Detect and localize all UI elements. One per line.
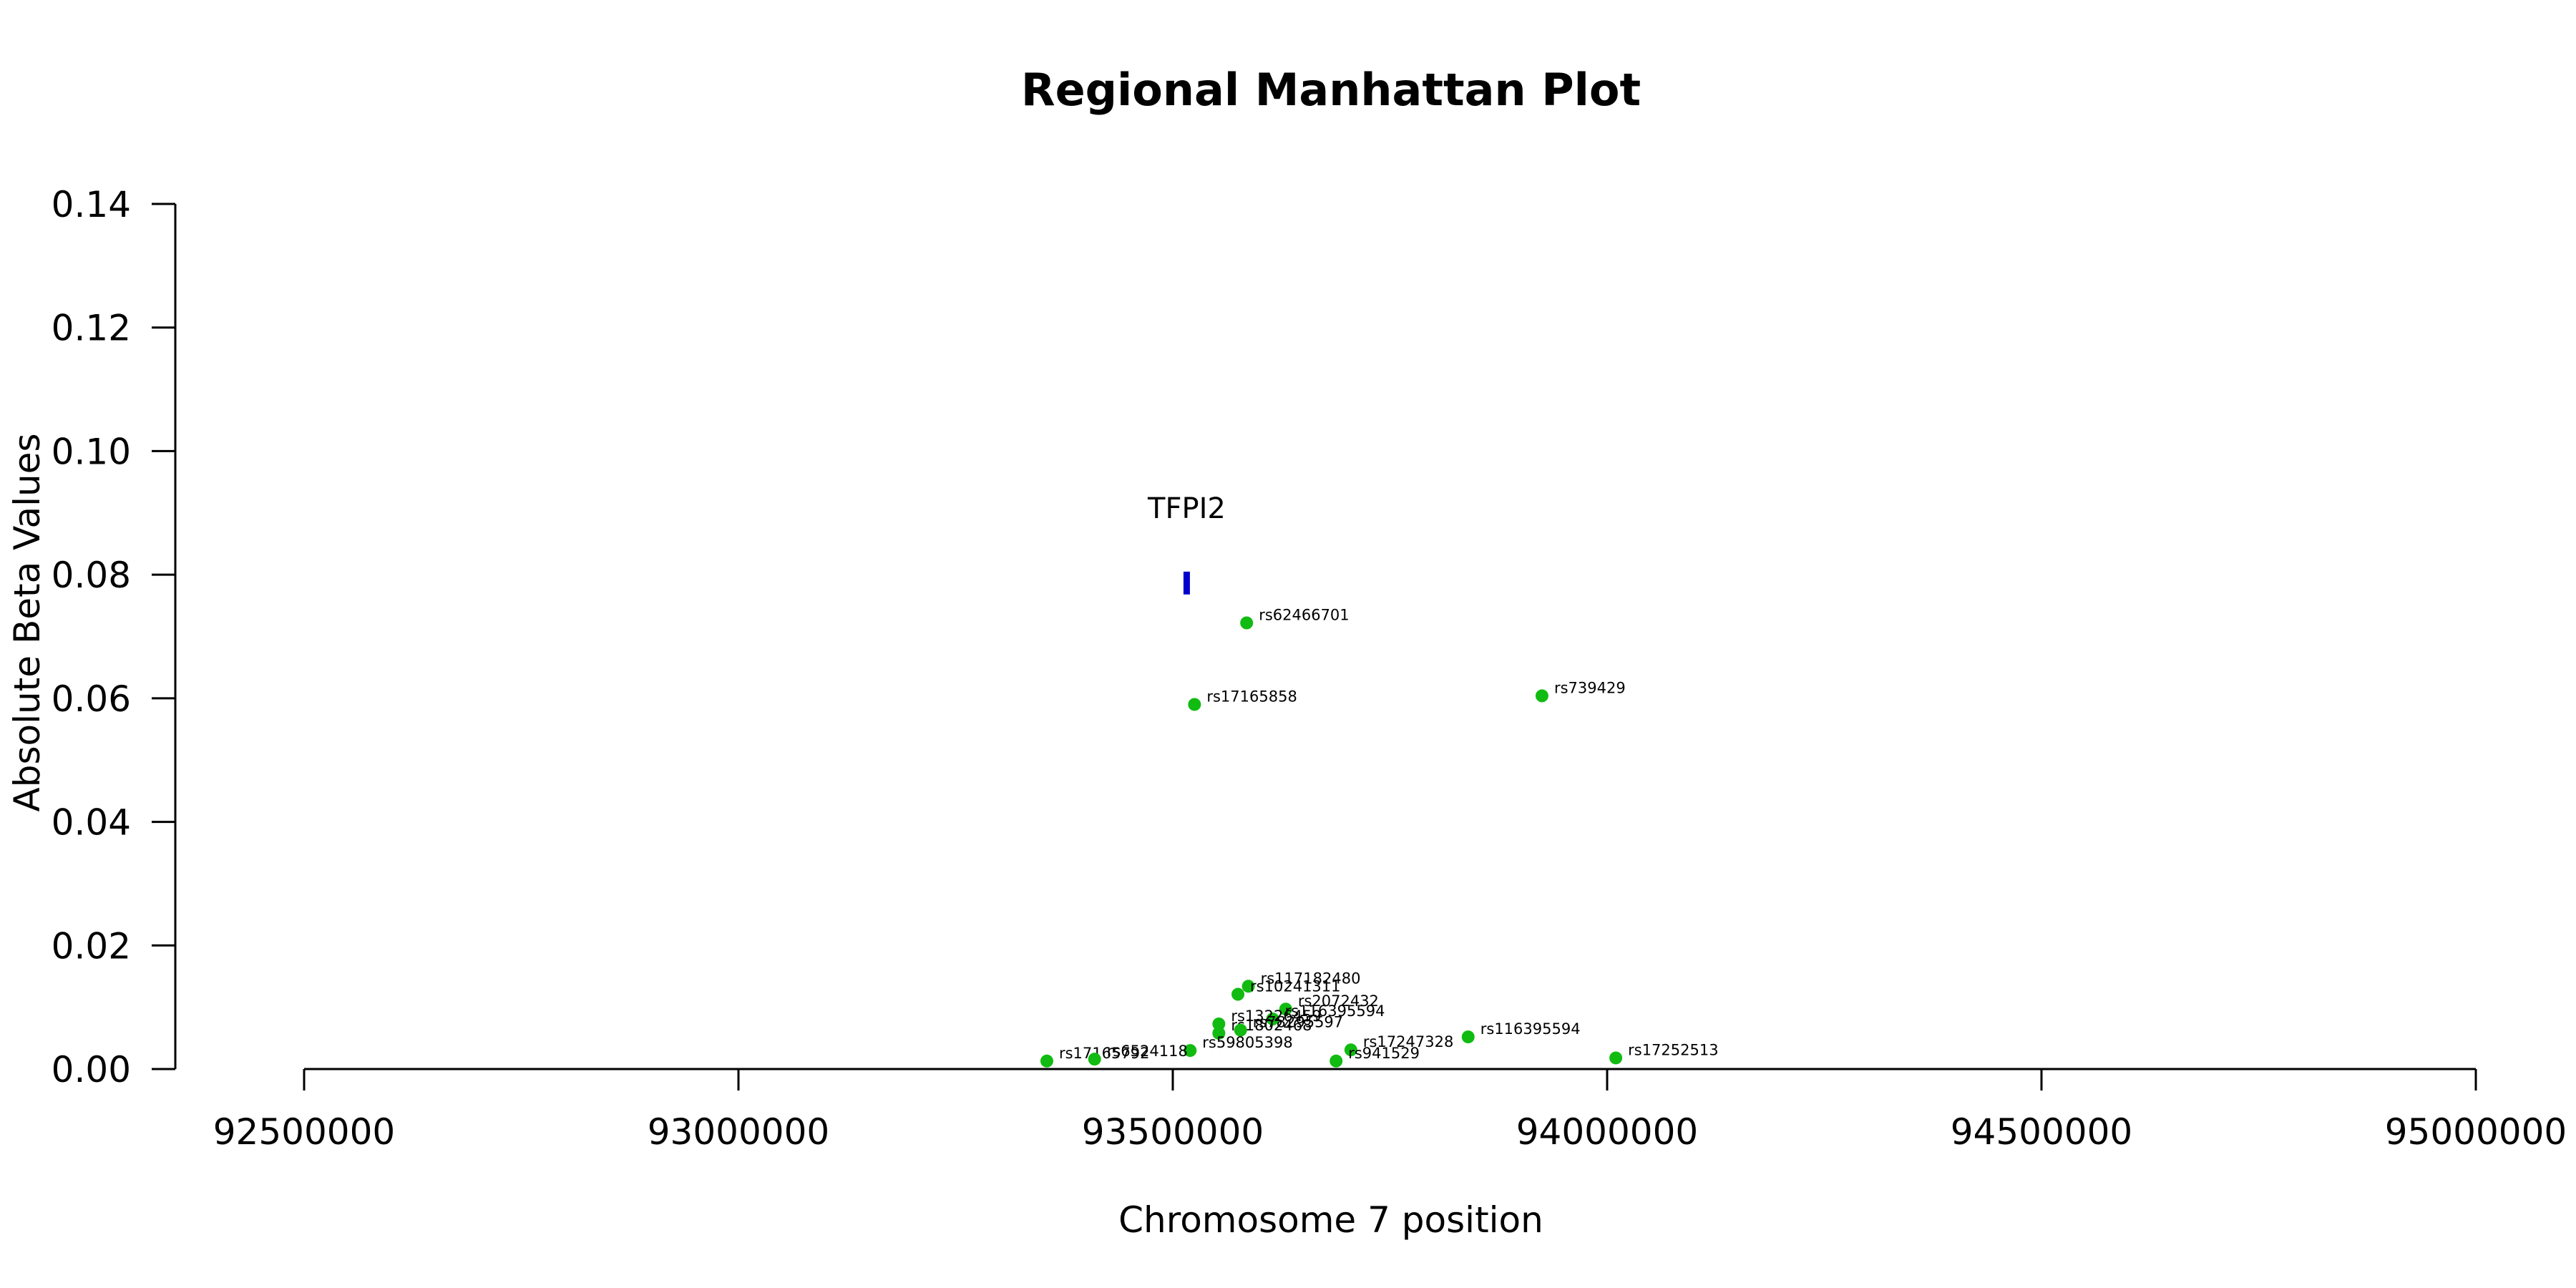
y-tick-label: 0.14 <box>52 184 131 225</box>
chart-title: Regional Manhattan Plot <box>1021 64 1641 116</box>
y-tick-label: 0.06 <box>52 678 131 720</box>
snp-label: rs116395594 <box>1480 1020 1581 1038</box>
snp-point <box>1234 1023 1247 1037</box>
snp-point <box>1240 616 1254 630</box>
y-axis: 0.00 0.02 0.04 0.06 0.08 0.10 0.12 0.14 <box>52 184 177 1091</box>
y-tick-label: 0.02 <box>52 925 131 967</box>
x-tick-label: 95000000 <box>2385 1111 2567 1153</box>
snp-point <box>1212 1017 1226 1030</box>
snp-label: rs62466701 <box>1259 607 1349 624</box>
snp-label: rs2072432 <box>1298 992 1379 1010</box>
y-axis-label: Absolute Beta Values <box>6 434 48 812</box>
snp-label: rs17165792 <box>1059 1045 1149 1062</box>
snp-point <box>1040 1054 1053 1068</box>
gene-label: TFPI2 <box>1147 492 1226 525</box>
snp-point <box>1344 1043 1357 1057</box>
snp-point <box>1231 987 1245 1001</box>
y-tick-label: 0.10 <box>52 431 131 472</box>
snp-label: rs6524118 <box>1107 1043 1188 1060</box>
snp-point <box>1188 698 1201 711</box>
snp-label: rs739429 <box>1554 679 1626 696</box>
snp-point <box>1212 1026 1226 1040</box>
snp-point <box>1330 1054 1343 1068</box>
snp-label: rs941529 <box>1348 1045 1420 1062</box>
points-layer: rs62466701rs17165858rs739429rs117182480r… <box>1040 607 1719 1068</box>
snp-point <box>1535 689 1548 703</box>
x-tick-label: 92500000 <box>213 1111 396 1153</box>
y-tick-label: 0.04 <box>52 802 131 844</box>
snp-point <box>1088 1053 1101 1066</box>
x-axis-label: Chromosome 7 position <box>1118 1199 1543 1241</box>
x-tick-label: 93000000 <box>648 1111 830 1153</box>
y-tick-label: 0.00 <box>52 1049 131 1091</box>
x-tick-label: 94000000 <box>1516 1111 1699 1153</box>
snp-label: rs78295597 <box>1253 1014 1343 1031</box>
snp-label: rs17165858 <box>1206 688 1297 705</box>
gene-layer: TFPI2 <box>1147 492 1226 595</box>
snp-label: rs117182480 <box>1261 970 1361 987</box>
x-tick-label: 94500000 <box>1951 1111 2133 1153</box>
snp-label: rs17247328 <box>1363 1033 1453 1050</box>
snp-point <box>1609 1051 1623 1065</box>
snp-label: rs10241311 <box>1250 978 1340 995</box>
snp-point <box>1241 980 1255 993</box>
y-tick-label: 0.08 <box>52 555 131 596</box>
x-axis: 92500000 93000000 93500000 94000000 94500000… <box>213 1068 2567 1153</box>
snp-label: rs116395594 <box>1285 1002 1385 1020</box>
snp-label: rs59805398 <box>1202 1034 1292 1051</box>
snp-point <box>1461 1030 1475 1044</box>
snp-label: rs17252513 <box>1628 1041 1718 1058</box>
snp-label: rs13226459 <box>1231 1008 1321 1025</box>
y-tick-label: 0.12 <box>52 308 131 349</box>
x-tick-label: 93500000 <box>1082 1111 1264 1153</box>
snp-point <box>1266 1013 1279 1026</box>
snp-point <box>1279 1002 1292 1016</box>
snp-point <box>1184 1044 1197 1058</box>
